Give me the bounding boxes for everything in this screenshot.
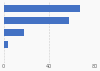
Bar (4, 41, 8, 48)
Bar (4, 29, 24, 36)
Bar (4, 17, 69, 24)
Bar (4, 5, 80, 12)
